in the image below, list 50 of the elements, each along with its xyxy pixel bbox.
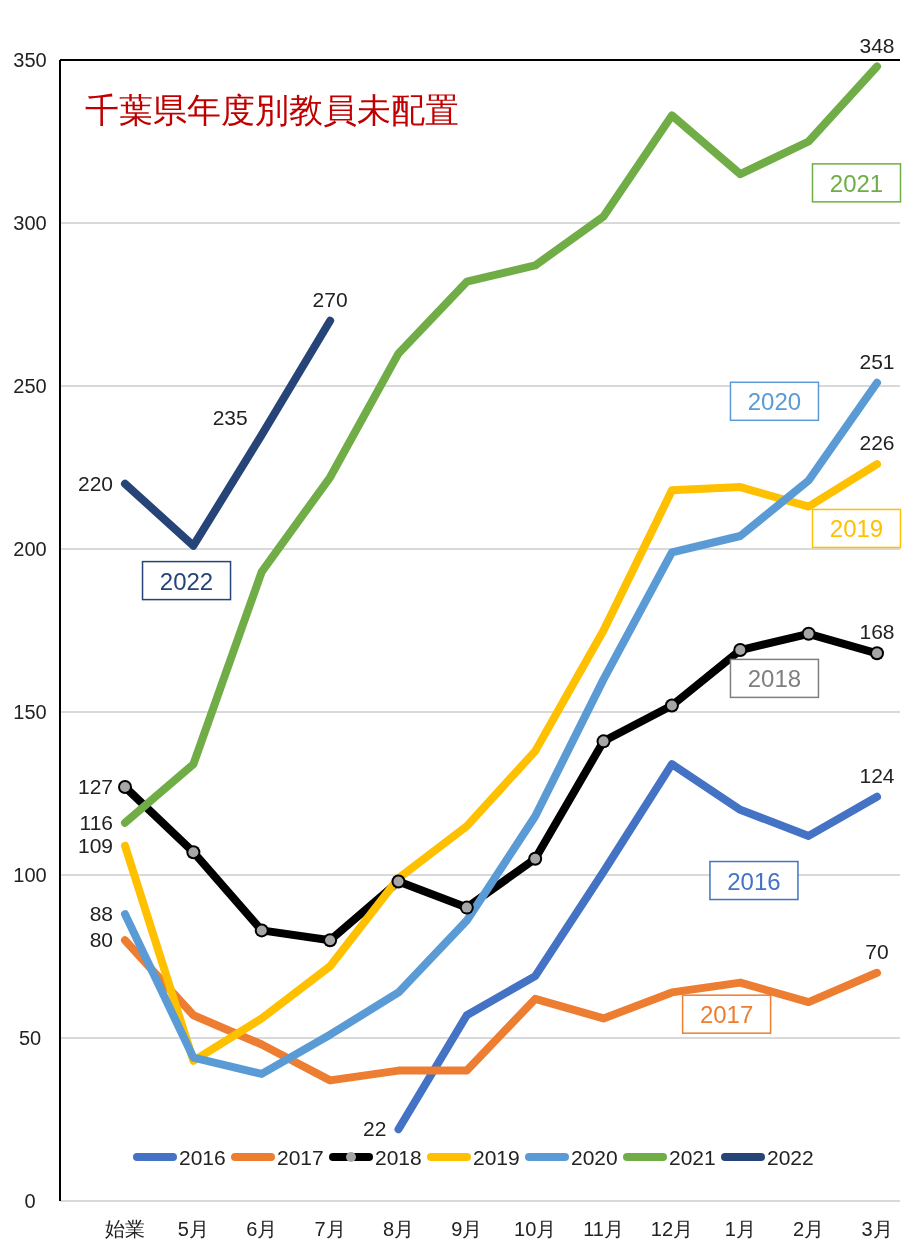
x-tick-label: 10月 <box>514 1218 557 1240</box>
data-label: 116 <box>79 810 113 834</box>
text: 2019 <box>829 515 884 543</box>
data-label: 270 <box>312 287 348 311</box>
legend-label: 2020 <box>571 1146 618 1169</box>
x-tick-label: 8月 <box>382 1218 415 1240</box>
data-label: 70 <box>865 939 889 963</box>
text: 2016 <box>727 867 781 895</box>
data-label: 124 <box>859 763 895 787</box>
x-tick-label: 9月 <box>451 1218 483 1240</box>
text: 2018 <box>747 665 802 693</box>
legend-label: 2017 <box>277 1146 324 1169</box>
data-label: 80 <box>89 928 113 952</box>
data-label: 235 <box>212 405 248 429</box>
x-tick-label: 7月 <box>314 1218 346 1240</box>
legend-label: 2022 <box>767 1146 814 1169</box>
y-tick-label: 100 <box>13 864 47 886</box>
x-tick-label: 3月 <box>861 1218 893 1240</box>
legend-label: 2019 <box>473 1146 520 1169</box>
y-tick-label: 0 <box>24 1190 36 1212</box>
x-tick-label: 12月 <box>650 1218 694 1240</box>
data-label: 22 <box>363 1117 387 1141</box>
text: 2017 <box>699 1001 754 1029</box>
data-label: 226 <box>859 431 895 455</box>
text: 2021 <box>829 169 884 197</box>
text: 2022 <box>159 567 214 595</box>
data-label: 348 <box>859 33 895 57</box>
legend-label: 2016 <box>179 1146 226 1169</box>
data-label: 88 <box>89 902 113 926</box>
text: 2020 <box>747 388 802 416</box>
legend-label: 2018 <box>375 1146 422 1169</box>
y-tick-label: 300 <box>13 212 47 234</box>
y-tick-label: 350 <box>13 49 47 71</box>
x-tick-label: 6月 <box>246 1218 278 1240</box>
data-label: 168 <box>859 620 895 644</box>
x-tick-label: 1月 <box>724 1218 756 1240</box>
data-label: 251 <box>859 349 895 373</box>
y-tick-label: 150 <box>13 701 47 723</box>
data-label: 127 <box>77 774 113 798</box>
x-tick-label: 2月 <box>793 1218 825 1240</box>
text: 千葉県年度別教員未配置 <box>85 91 459 129</box>
legend-label: 2021 <box>669 1146 716 1169</box>
data-label: 220 <box>77 471 113 495</box>
data-label: 109 <box>77 833 113 857</box>
x-tick-label: 5月 <box>177 1218 209 1240</box>
y-tick-label: 50 <box>18 1027 42 1049</box>
x-tick-label: 11月 <box>583 1218 624 1240</box>
x-tick-label: 始業 <box>105 1218 145 1240</box>
y-tick-label: 200 <box>13 538 47 560</box>
y-tick-label: 250 <box>13 375 47 397</box>
